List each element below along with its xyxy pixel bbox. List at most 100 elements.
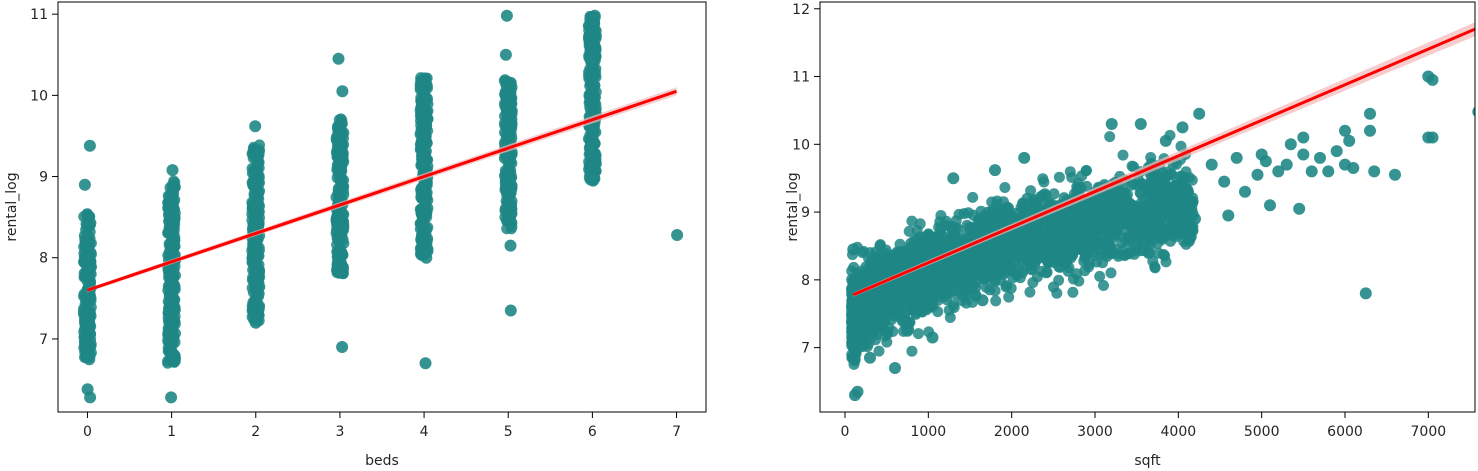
data-point — [1119, 187, 1131, 199]
data-point — [947, 172, 960, 185]
data-point — [898, 276, 910, 288]
data-point — [895, 256, 907, 268]
data-point — [584, 29, 596, 41]
data-point — [926, 331, 939, 344]
data-point — [163, 325, 174, 337]
y-tick-label: 8 — [39, 251, 48, 267]
y-ticks-sqft: 7 8 9 10 11 12 — [792, 2, 820, 357]
data-point — [587, 174, 600, 187]
data-point — [860, 261, 872, 273]
data-point — [332, 52, 345, 65]
data-point — [1053, 171, 1065, 183]
data-point — [81, 291, 93, 303]
data-point — [335, 148, 347, 160]
y-tick-label: 8 — [801, 273, 810, 289]
data-point — [981, 252, 993, 264]
data-point — [251, 183, 263, 195]
y-tick-label: 11 — [30, 7, 48, 23]
data-point — [590, 67, 602, 79]
data-point — [1007, 272, 1019, 284]
data-point — [1145, 152, 1157, 163]
data-point — [1094, 270, 1106, 282]
data-point — [246, 167, 258, 179]
data-point — [417, 93, 429, 105]
data-point — [901, 324, 914, 337]
data-point — [1178, 192, 1190, 203]
data-point — [879, 330, 891, 342]
data-point — [499, 182, 511, 194]
data-point — [1123, 248, 1135, 260]
data-point — [1109, 215, 1121, 227]
data-point — [846, 265, 858, 277]
data-point — [1172, 177, 1184, 189]
data-point — [936, 291, 948, 303]
data-point — [975, 205, 987, 217]
data-point — [1193, 107, 1206, 120]
data-point — [1100, 213, 1111, 225]
data-point — [333, 236, 345, 248]
data-point — [967, 191, 979, 203]
data-point — [1186, 174, 1198, 186]
x-tick-label: 5000 — [1244, 424, 1280, 440]
data-point — [1043, 197, 1055, 209]
data-point — [336, 221, 348, 233]
data-point — [1001, 280, 1013, 292]
data-point — [1073, 244, 1085, 255]
data-point — [81, 218, 93, 230]
data-point — [947, 299, 959, 311]
data-point — [1049, 236, 1061, 248]
data-point — [1170, 204, 1182, 215]
data-point — [419, 357, 432, 370]
data-point — [1003, 291, 1015, 303]
data-point — [898, 313, 910, 325]
data-point — [1142, 183, 1154, 195]
data-point — [1187, 197, 1199, 209]
data-point — [1264, 199, 1276, 212]
data-point — [1076, 211, 1088, 223]
data-point — [997, 196, 1009, 208]
data-point — [415, 75, 427, 87]
data-point — [877, 307, 889, 319]
data-point — [957, 260, 969, 272]
data-point — [1180, 182, 1192, 194]
scatter-points-beds — [78, 9, 684, 404]
data-point — [1025, 185, 1037, 197]
y-tick-label: 12 — [792, 2, 810, 18]
data-point — [252, 273, 264, 285]
data-point — [1426, 131, 1439, 144]
data-point — [1205, 158, 1218, 171]
data-point — [168, 295, 180, 307]
data-point — [1183, 222, 1195, 234]
data-point — [953, 208, 965, 220]
data-point — [1142, 247, 1154, 259]
data-point — [166, 164, 179, 177]
data-point — [947, 262, 959, 274]
data-point — [83, 233, 95, 245]
x-tick-label: 6 — [588, 424, 597, 440]
data-point — [505, 126, 517, 138]
data-point — [415, 108, 427, 120]
data-point — [500, 9, 513, 22]
data-point — [250, 250, 262, 262]
regression-line — [852, 27, 1475, 297]
data-point — [1158, 249, 1170, 260]
data-point — [332, 168, 344, 180]
data-point — [892, 290, 903, 302]
data-point — [993, 262, 1005, 274]
data-point — [903, 225, 915, 237]
data-point — [1152, 238, 1163, 249]
data-point — [907, 296, 919, 308]
regression-line-beds — [86, 89, 678, 292]
x-tick-label: 7 — [672, 424, 681, 440]
data-point — [249, 120, 262, 133]
data-point — [906, 345, 918, 357]
data-point — [504, 304, 517, 317]
data-point — [331, 263, 343, 276]
data-point — [847, 243, 860, 256]
y-axis-label-sqft: rental_log — [785, 172, 801, 241]
data-point — [923, 230, 935, 242]
data-point — [906, 242, 918, 254]
data-point — [1169, 231, 1181, 243]
data-point — [1037, 189, 1049, 201]
data-point — [81, 208, 93, 220]
